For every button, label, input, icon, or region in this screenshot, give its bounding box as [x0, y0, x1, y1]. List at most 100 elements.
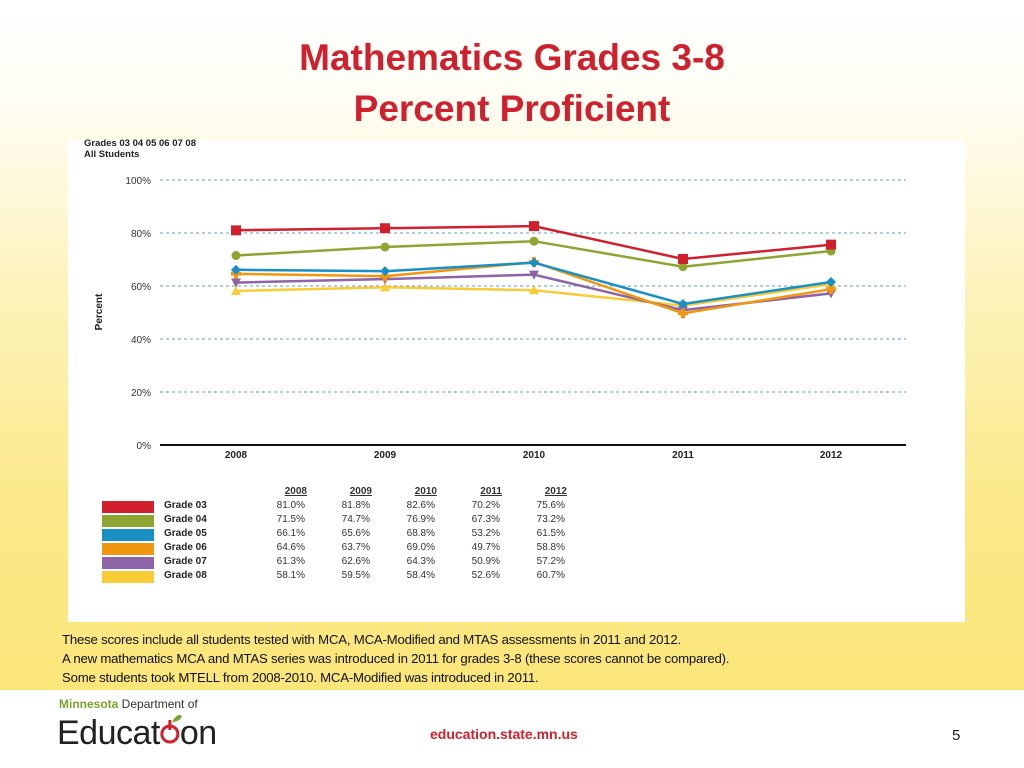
table-cell: 59.5% [341, 570, 370, 581]
data-point-triangle-up-icon [380, 282, 390, 292]
data-point-circle-icon [380, 242, 390, 252]
y-tick-label: 0% [137, 441, 152, 452]
slide-title-line2: Percent Proficient [353, 88, 671, 129]
table-row: Grade 03 81.0% 81.8% 82.6% 70.2% 75.6% [100, 500, 580, 514]
legend-swatch [102, 501, 154, 513]
data-point-plus-icon [380, 271, 390, 282]
table-header-year: 2011 [480, 486, 502, 497]
data-point-diamond-icon [678, 299, 688, 310]
table-cell: 61.3% [276, 556, 305, 567]
y-tick-label: 40% [131, 335, 151, 346]
table-row: Grade 08 58.1% 59.5% 58.4% 52.6% 60.7% [100, 570, 580, 584]
data-point-diamond-icon [529, 257, 539, 268]
table-cell: 71.5% [276, 514, 305, 525]
y-axis-ticks: 0% 20% 40% 60% 80% 100% [125, 176, 151, 452]
x-tick-label: 2008 [225, 450, 248, 461]
x-tick-label: 2011 [672, 450, 694, 461]
footnote-1: These scores include all students tested… [62, 632, 682, 647]
table-cell: 67.3% [471, 514, 500, 525]
mde-logo-text: Minnesota Department of [59, 697, 198, 711]
table-row: Grade 06 64.6% 63.7% 69.0% 49.7% 58.8% [100, 542, 580, 556]
footnote-3: Some students took MTELL from 2008-2010.… [62, 670, 539, 685]
legend-swatch [102, 515, 154, 527]
table-cell: 58.8% [536, 542, 565, 553]
slide-title-line1: Mathematics Grades 3-8 [299, 37, 725, 78]
chart-subtitle-grades: Grades 03 04 05 06 07 08 [84, 138, 196, 149]
table-cell: 61.5% [536, 528, 565, 539]
data-point-triangle-down-icon [231, 278, 241, 288]
table-cell: 60.7% [536, 570, 565, 581]
table-cell: 82.6% [406, 500, 435, 511]
data-point-triangle-up-icon [231, 286, 241, 296]
logo-minnesota: Minnesota [59, 697, 119, 711]
x-tick-label: 2012 [820, 450, 843, 461]
x-tick-label: 2010 [523, 450, 546, 461]
x-axis-ticks: 2008 2009 2010 2011 2012 [225, 450, 843, 461]
table-cell: 70.2% [471, 500, 500, 511]
table-row: Grade 05 66.1% 65.6% 68.8% 53.2% 61.5% [100, 528, 580, 542]
table-cell: 81.0% [276, 500, 305, 511]
website-link[interactable]: education.state.mn.us [430, 726, 578, 742]
table-cell: 64.6% [276, 542, 305, 553]
data-point-triangle-down-icon [529, 270, 539, 280]
table-cell: 58.1% [276, 570, 305, 581]
data-point-square-icon [380, 223, 390, 234]
power-stem-icon [168, 720, 172, 730]
legend-label: Grade 05 [164, 528, 207, 539]
footnotes: These scores include all students tested… [62, 630, 729, 687]
legend-label: Grade 07 [164, 556, 207, 567]
gridlines [160, 179, 906, 446]
table-row: Grade 07 61.3% 62.6% 64.3% 50.9% 57.2% [100, 556, 580, 570]
table-cell: 57.2% [536, 556, 565, 567]
logo-department-of: Department of [118, 697, 198, 711]
table-cell: 69.0% [406, 542, 435, 553]
y-tick-label: 60% [131, 282, 151, 293]
chart-subtitle: Grades 03 04 05 06 07 08 All Students [84, 138, 196, 160]
data-point-square-icon [826, 239, 836, 250]
y-tick-label: 100% [125, 176, 151, 187]
data-point-circle-icon [529, 236, 539, 246]
data-point-diamond-icon [231, 264, 241, 275]
mde-logo-education: Educat on [57, 710, 217, 763]
data-point-circle-icon [678, 262, 688, 272]
chart-subtitle-population: All Students [84, 149, 140, 160]
data-point-plus-icon [826, 284, 836, 295]
table-cell: 50.9% [471, 556, 500, 567]
data-point-circle-icon [231, 251, 241, 261]
legend-label: Grade 08 [164, 570, 207, 581]
page-number: 5 [952, 727, 961, 744]
table-cell: 49.7% [471, 542, 500, 553]
chart-panel [68, 140, 965, 622]
data-point-square-icon [529, 221, 539, 232]
legend-label: Grade 03 [164, 500, 207, 511]
y-axis-label: Percent [94, 293, 105, 330]
table-cell: 81.8% [341, 500, 370, 511]
table-cell: 65.6% [341, 528, 370, 539]
table-cell: 68.8% [406, 528, 435, 539]
data-point-triangle-up-icon [529, 285, 539, 295]
table-cell: 53.2% [471, 528, 500, 539]
legend-swatch [102, 571, 154, 583]
y-tick-label: 20% [131, 388, 151, 399]
chart-series [231, 221, 836, 319]
table-cell: 73.2% [536, 514, 565, 525]
table-cell: 66.1% [276, 528, 305, 539]
table-cell: 64.3% [406, 556, 435, 567]
legend-swatch [102, 557, 154, 569]
legend-label: Grade 04 [164, 514, 207, 525]
table-cell: 76.9% [406, 514, 435, 525]
table-cell: 52.6% [471, 570, 500, 581]
x-tick-label: 2009 [374, 450, 397, 461]
data-point-square-icon [231, 225, 241, 236]
table-header-year: 2012 [544, 486, 567, 497]
education-logo-icon: Educat on [57, 714, 217, 752]
table-header-year: 2009 [349, 486, 372, 497]
y-tick-label: 80% [131, 229, 151, 240]
data-point-square-icon [678, 253, 688, 264]
legend-swatch [102, 543, 154, 555]
series-grade-04 [231, 236, 836, 272]
data-point-diamond-icon [380, 266, 390, 277]
table-cell: 62.6% [341, 556, 370, 567]
table-row: Grade 04 71.5% 74.7% 76.9% 67.3% 73.2% [100, 514, 580, 528]
